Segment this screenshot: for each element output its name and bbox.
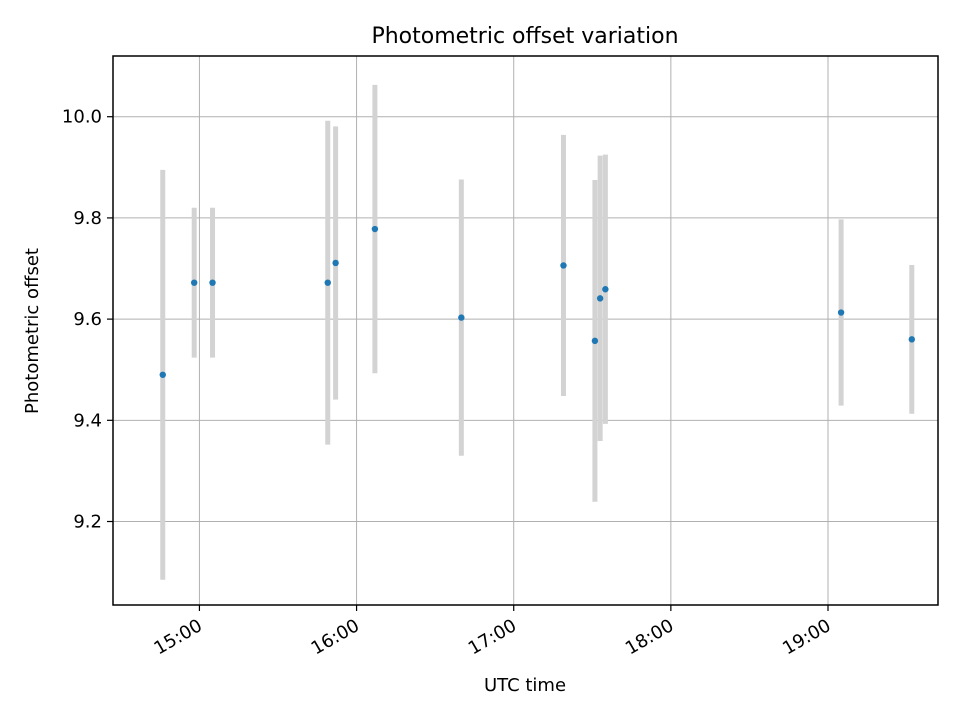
data-point — [591, 337, 599, 345]
plot-frame — [112, 55, 939, 606]
x-axis-label: UTC time — [484, 675, 566, 696]
y-axis-ticks: 9.2 9.4 9.6 9.8 10.0 — [62, 107, 113, 533]
data-point — [209, 279, 216, 286]
data-point — [458, 314, 465, 321]
data-point — [837, 309, 845, 316]
data-point — [560, 262, 567, 269]
error-bars — [160, 84, 915, 580]
x-tick-label: 15:00 — [151, 615, 206, 659]
chart-title: Photometric offset variation — [371, 24, 678, 49]
y-tick-label: 9.6 — [73, 309, 102, 330]
data-point — [332, 259, 339, 267]
data-point — [908, 336, 916, 343]
y-tick-label: 10.0 — [62, 107, 102, 128]
x-tick-label: 16:00 — [308, 615, 363, 659]
data-points — [159, 225, 916, 378]
y-tick-label: 9.4 — [73, 410, 102, 431]
y-axis-label: Photometric offset — [22, 248, 43, 414]
x-axis-ticks: 15:00 16:00 17:00 18:00 19:00 — [151, 605, 835, 659]
data-point — [602, 286, 609, 293]
data-point — [159, 371, 166, 378]
data-point — [596, 295, 604, 302]
x-tick-label: 19:00 — [779, 615, 834, 659]
data-point — [190, 279, 198, 286]
data-point — [371, 225, 379, 233]
x-tick-label: 18:00 — [622, 615, 677, 659]
y-tick-label: 9.8 — [73, 208, 102, 229]
data-point — [324, 279, 331, 286]
x-tick-label: 17:00 — [465, 615, 520, 659]
y-tick-label: 9.2 — [73, 512, 102, 533]
grid-lines — [113, 56, 938, 605]
